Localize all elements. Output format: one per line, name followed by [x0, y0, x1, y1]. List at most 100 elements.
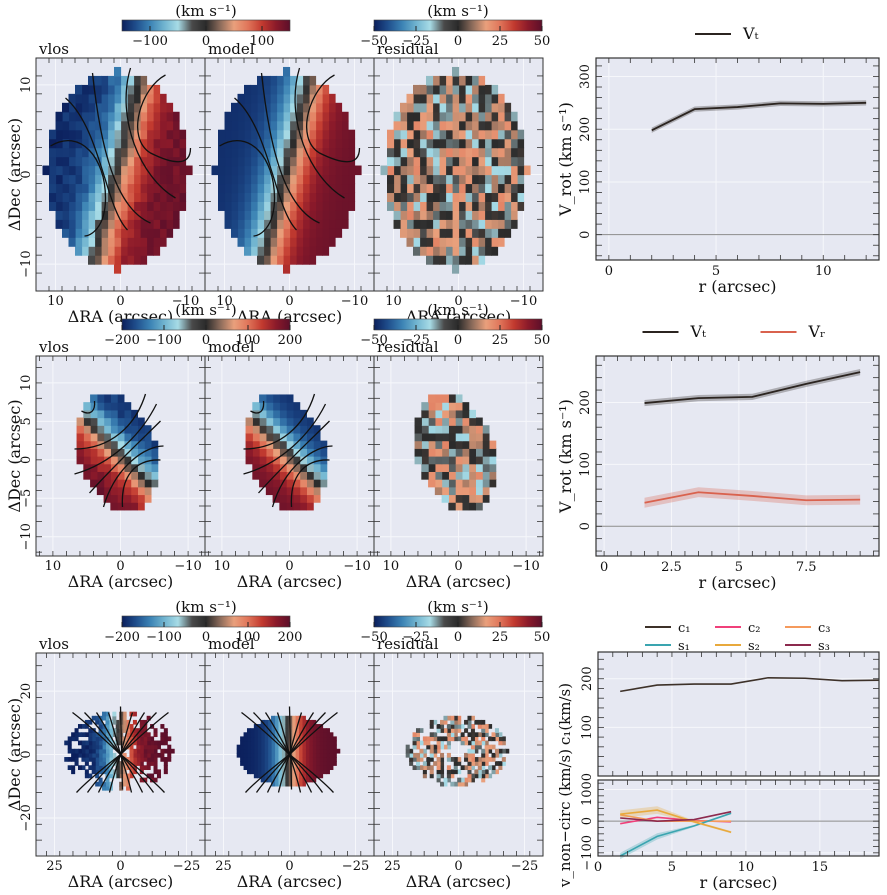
velocity-pixel — [75, 183, 83, 194]
velocity-pixel — [387, 165, 395, 176]
velocity-pixel — [429, 773, 434, 779]
velocity-pixel — [298, 744, 303, 750]
colorbar-tick-label: −50 — [360, 34, 387, 49]
velocity-pixel — [114, 174, 122, 185]
velocity-pixel — [237, 183, 245, 194]
velocity-pixel — [139, 777, 144, 783]
velocity-pixel — [471, 93, 479, 104]
velocity-pixel — [450, 736, 455, 742]
x-tick-label: 25 — [384, 859, 401, 874]
panel-title: residual — [377, 635, 439, 653]
velocity-pixel — [436, 777, 441, 783]
velocity-pixel — [380, 165, 388, 176]
velocity-pixel — [448, 463, 456, 472]
velocity-pixel — [103, 494, 111, 503]
velocity-pixel — [464, 757, 469, 762]
velocity-pixel — [328, 111, 336, 122]
velocity-pixel — [274, 752, 279, 758]
velocity-pixel — [95, 744, 100, 750]
velocity-pixel — [406, 120, 414, 131]
velocity-pixel — [62, 219, 70, 229]
velocity-pixel — [257, 120, 265, 131]
velocity-pixel — [240, 744, 245, 750]
velocity-pixel — [432, 165, 440, 176]
velocity-pixel — [133, 183, 141, 194]
velocity-pixel — [446, 744, 451, 750]
velocity-pixel — [465, 255, 473, 265]
velocity-pixel — [150, 748, 155, 754]
velocity-pixel — [67, 748, 72, 754]
velocity-pixel — [482, 486, 490, 496]
x-axis-label: ΔRA (arcsec) — [237, 872, 343, 891]
velocity-pixel — [244, 129, 252, 140]
velocity-pixel — [95, 740, 100, 746]
velocity-pixel — [405, 752, 410, 758]
velocity-pixel — [83, 463, 91, 472]
velocity-pixel — [305, 748, 310, 754]
velocity-pixel — [101, 138, 109, 149]
velocity-pixel — [409, 752, 414, 758]
velocity-pixel — [163, 728, 168, 733]
velocity-pixel — [292, 402, 301, 411]
velocity-pixel — [98, 719, 103, 725]
velocity-pixel — [160, 748, 165, 754]
velocity-pixel — [90, 456, 98, 465]
velocity-pixel — [458, 147, 466, 158]
velocity-pixel — [434, 440, 443, 449]
velocity-pixel — [464, 736, 469, 742]
velocity-pixel — [413, 120, 421, 131]
velocity-pixel — [460, 724, 465, 729]
velocity-pixel — [127, 138, 135, 149]
velocity-pixel — [68, 111, 76, 122]
velocity-pixel — [305, 777, 310, 783]
velocity-pixel — [301, 736, 306, 742]
velocity-pixel — [114, 264, 122, 274]
velocity-pixel — [253, 752, 258, 758]
velocity-pixel — [102, 711, 107, 717]
velocity-pixel — [292, 425, 301, 434]
velocity-pixel — [465, 201, 473, 211]
velocity-pixel — [419, 138, 427, 149]
velocity-pixel — [292, 409, 301, 419]
velocity-pixel — [441, 402, 449, 411]
velocity-pixel — [143, 719, 148, 725]
velocity-pixel — [289, 255, 297, 265]
velocity-pixel — [313, 479, 321, 488]
velocity-pixel — [322, 246, 330, 256]
velocity-pixel — [299, 409, 307, 419]
velocity-pixel — [292, 463, 301, 472]
velocity-pixel — [107, 156, 115, 167]
velocity-pixel — [484, 773, 489, 779]
velocity-pixel — [291, 719, 296, 725]
velocity-pixel — [419, 192, 427, 202]
velocity-pixel — [236, 752, 241, 758]
velocity-pixel — [421, 425, 429, 434]
x-tick-label: −10 — [341, 294, 368, 309]
velocity-pixel — [455, 394, 463, 403]
velocity-pixel — [329, 757, 334, 762]
velocity-pixel — [322, 740, 327, 746]
velocity-pixel — [231, 120, 239, 131]
velocity-pixel — [475, 486, 483, 496]
velocity-pixel — [250, 765, 255, 771]
velocity-pixel — [98, 732, 103, 738]
velocity-pixel — [107, 102, 115, 113]
velocity-pixel — [286, 448, 294, 457]
velocity-pixel — [146, 246, 154, 256]
velocity-pixel — [172, 165, 180, 176]
velocity-pixel — [460, 740, 465, 746]
velocity-pixel — [488, 471, 497, 480]
velocity-pixel — [491, 165, 499, 176]
velocity-pixel — [448, 409, 456, 419]
velocity-pixel — [88, 246, 96, 256]
velocity-pixel — [292, 471, 301, 480]
velocity-pixel — [102, 781, 107, 787]
velocity-pixel — [264, 761, 269, 766]
velocity-pixel — [510, 147, 518, 158]
velocity-pixel — [428, 402, 436, 411]
velocity-pixel — [146, 201, 154, 211]
velocity-pixel — [159, 129, 167, 140]
velocity-pixel — [400, 129, 408, 140]
velocity-pixel — [494, 748, 499, 754]
